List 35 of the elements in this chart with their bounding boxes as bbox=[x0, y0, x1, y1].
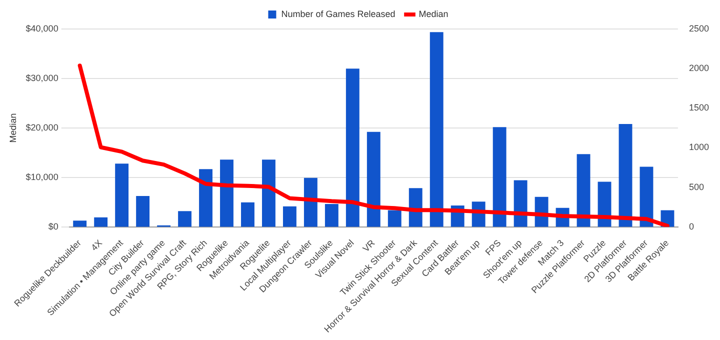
y-tick-label: $10,000 bbox=[26, 172, 58, 182]
bar bbox=[576, 154, 590, 227]
bar bbox=[324, 204, 338, 227]
y-tick-label: $30,000 bbox=[26, 72, 58, 83]
bar bbox=[304, 178, 318, 227]
bar bbox=[73, 220, 87, 227]
y-tick-label: $40,000 bbox=[26, 23, 58, 34]
y2-tick-label: 0 bbox=[688, 221, 694, 232]
y2-tick-label: 500 bbox=[688, 182, 704, 192]
bar bbox=[640, 166, 654, 227]
y-tick-label: $0 bbox=[48, 221, 58, 232]
bar bbox=[618, 124, 632, 227]
y2-tick-label: 1500 bbox=[688, 102, 710, 113]
legend-label: Number of Games Released bbox=[281, 8, 396, 19]
y-tick-label: $20,000 bbox=[26, 122, 58, 132]
bar bbox=[430, 32, 444, 227]
bar bbox=[199, 169, 212, 227]
bar bbox=[136, 196, 150, 227]
bar bbox=[346, 68, 360, 227]
y-axis-title: Median bbox=[8, 113, 18, 143]
y2-tick-label: 1000 bbox=[688, 142, 710, 152]
bar bbox=[241, 202, 254, 227]
y2-tick-label: 2500 bbox=[688, 23, 710, 34]
bar bbox=[262, 160, 276, 227]
bar bbox=[492, 127, 506, 227]
bar bbox=[514, 180, 528, 227]
bar bbox=[115, 164, 129, 227]
bar bbox=[366, 132, 380, 227]
y2-tick-label: 2000 bbox=[688, 63, 710, 74]
bar bbox=[388, 210, 402, 227]
bar bbox=[282, 206, 296, 227]
bar bbox=[178, 211, 192, 227]
bar bbox=[220, 160, 234, 227]
bar bbox=[94, 217, 108, 227]
legend-label: Median bbox=[418, 8, 448, 19]
